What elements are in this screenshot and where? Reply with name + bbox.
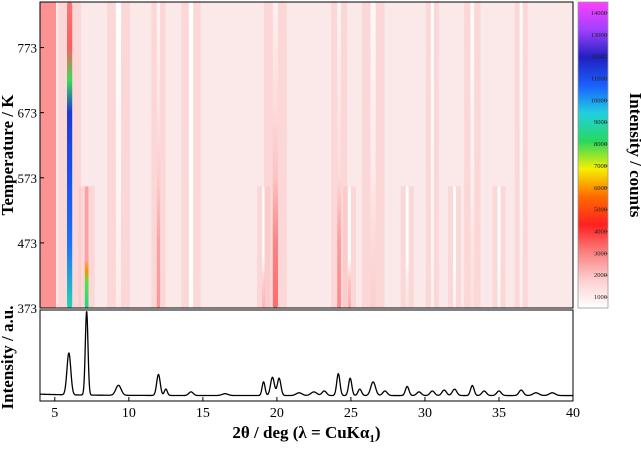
pattern-x-tick-label: 30	[418, 406, 432, 421]
heatmap-peak	[347, 186, 351, 308]
x-label-main: 2θ / deg (λ = CuKα	[232, 423, 370, 442]
pattern-x-tick-label: 25	[344, 406, 358, 421]
heatmap-peak	[272, 2, 278, 308]
colorbar-tick-label: 1000	[594, 294, 607, 301]
colorbar-tick-label: 12000	[591, 54, 607, 61]
heatmap-peak	[84, 186, 89, 308]
colorbar-tick-label: 14000	[591, 10, 607, 17]
colorbar-tick-label: 2000	[594, 272, 607, 279]
pattern-y-axis-label: Intensity / a.u.	[0, 306, 17, 410]
heatmap-peak	[430, 2, 434, 308]
heatmap-frame	[39, 1, 574, 309]
heatmap-background	[40, 2, 573, 308]
colorbar-tick-label: 7000	[594, 163, 607, 170]
heatmap-peak	[262, 186, 266, 308]
colorbar-tick-label: 5000	[594, 207, 607, 214]
pattern-x-tick-label: 5	[51, 406, 58, 421]
heatmap-peak	[453, 186, 457, 308]
pattern-x-tick-label: 40	[566, 406, 580, 421]
heatmap-peak	[519, 2, 523, 308]
pattern-x-ticks: 5 10 15 20 25 30 35 40	[51, 397, 580, 421]
heatmap-peak	[337, 2, 341, 308]
colorbar-tick-label: 4000	[594, 229, 607, 236]
colorbar-label: Intensity / counts	[626, 93, 641, 218]
heatmap-panel: 373 473 573 673 773 Temperature / K	[0, 1, 574, 316]
heatmap-y-tick-label: 773	[18, 41, 38, 56]
colorbar: 1000 2000 3000 4000 5000 6000 7000 8000 9000 1000…	[577, 1, 641, 309]
colorbar-gradient	[577, 1, 609, 309]
heatmap-peak	[497, 186, 501, 308]
x-label-subscript: 1	[369, 433, 375, 445]
colorbar-tick-label: 9000	[594, 119, 607, 126]
pattern-x-axis-label: 2θ / deg (λ = CuKα1)	[232, 423, 380, 445]
colorbar-tick-label: 8000	[594, 141, 607, 148]
heatmap-peak	[188, 2, 194, 308]
heatmap-peak	[156, 2, 161, 308]
heatmap-y-tick-label: 573	[18, 171, 38, 186]
colorbar-tick-label: 13000	[591, 32, 607, 39]
heatmap-y-ticks: 373 473 573 673 773	[18, 41, 44, 316]
heatmap-peak	[470, 2, 475, 308]
colorbar-tick-label: 6000	[594, 185, 607, 192]
pattern-panel: 5 10 15 20 25 30 35 40 Intensity / a.u. 2θ / de…	[0, 306, 580, 445]
pattern-x-tick-label: 15	[196, 406, 210, 421]
colorbar-tick-label: 3000	[594, 250, 607, 257]
heatmap-y-tick-label: 673	[18, 106, 38, 121]
heatmap-y-tick-label: 373	[18, 301, 38, 316]
heatmap-peak	[67, 2, 73, 308]
heatmap-y-axis-label: Temperature / K	[0, 94, 17, 216]
pattern-frame	[39, 309, 574, 402]
heatmap-peaks	[40, 2, 528, 308]
colorbar-ticks: 1000 2000 3000 4000 5000 6000 7000 8000 9000 1000…	[591, 10, 608, 301]
heatmap-peak	[115, 2, 122, 308]
colorbar-tick-label: 11000	[591, 76, 607, 83]
pattern-x-tick-label: 20	[270, 406, 284, 421]
heatmap-edge-glow	[40, 2, 56, 308]
heatmap-y-tick-label: 473	[18, 236, 38, 251]
heatmap-peak	[405, 186, 409, 308]
pattern-line	[40, 311, 573, 397]
heatmap-peak	[370, 2, 376, 308]
pattern-x-tick-label: 10	[122, 406, 136, 421]
colorbar-tick-label: 10000	[591, 97, 607, 104]
x-label-close: )	[375, 423, 381, 442]
pattern-x-tick-label: 35	[492, 406, 506, 421]
